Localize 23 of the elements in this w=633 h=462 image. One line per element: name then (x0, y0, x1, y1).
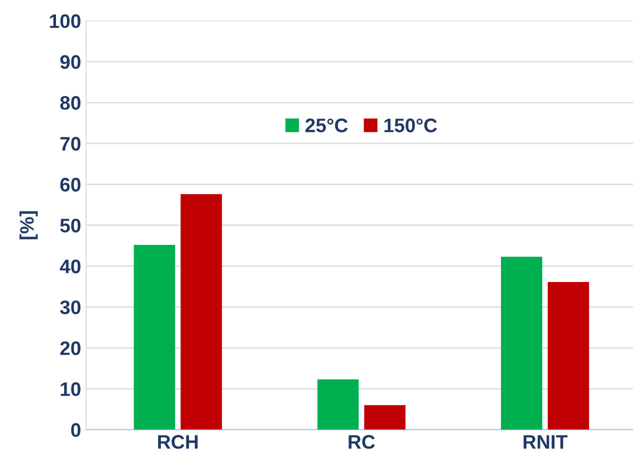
y-tick-label: 70 (60, 136, 80, 151)
y-tick-label: 90 (60, 55, 80, 69)
x-tick-label: RNIT (524, 435, 568, 449)
legend-label: 25°C (305, 118, 348, 132)
y-tick-label: 30 (60, 300, 80, 314)
bar (548, 282, 590, 430)
y-tick-label: 100 (50, 14, 80, 28)
y-tick-label: 40 (60, 260, 80, 274)
x-tick-label: RCH (158, 435, 198, 449)
y-tick-label: 20 (60, 341, 80, 356)
y-axis-title: [%] (20, 211, 38, 240)
y-tick-label: 50 (60, 218, 80, 232)
bar (500, 256, 542, 430)
legend-label: 150°C (384, 118, 437, 132)
bar (180, 194, 222, 430)
bar (364, 405, 406, 430)
y-tick-label: 80 (60, 96, 80, 110)
y-tick-label: 60 (60, 178, 80, 192)
y-tick-label: 0 (71, 423, 80, 437)
x-tick-label: RC (348, 435, 375, 449)
bar (134, 244, 176, 430)
bar (317, 379, 359, 430)
y-tick-label: 10 (60, 382, 80, 396)
